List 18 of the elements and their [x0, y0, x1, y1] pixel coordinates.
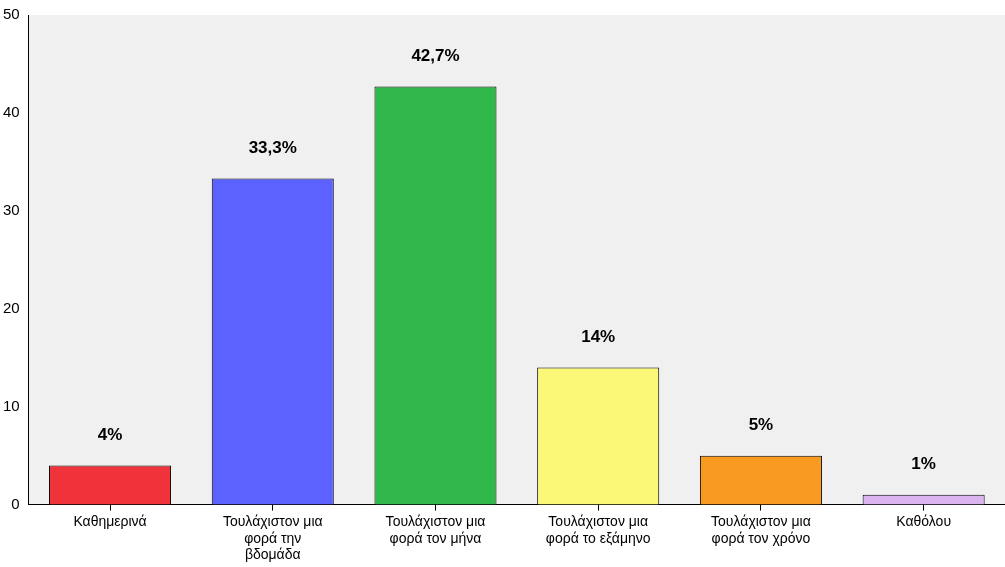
data-label: 5%: [748, 414, 774, 434]
y-tick-label: 0: [11, 494, 20, 512]
y-tick-label: 10: [3, 396, 20, 414]
x-tick-label: Τουλάχιστον μια φορά την βδομάδα: [222, 512, 323, 563]
y-tick-label: 30: [3, 200, 20, 218]
y-tick-label: 40: [3, 103, 20, 121]
data-label: 42,7%: [411, 45, 460, 65]
x-tick-label: Τουλάχιστον μια φορά τον μήνα: [385, 512, 486, 546]
data-label: 33,3%: [248, 137, 297, 157]
x-tick-label: Τουλάχιστον μια φορά το εξάμηνο: [545, 512, 651, 546]
y-tick-label: 20: [3, 298, 20, 316]
x-tick-label: Τουλάχιστον μια φορά τον χρόνο: [711, 512, 811, 546]
data-label: 1%: [911, 454, 936, 473]
x-tick-label: Καθόλου: [896, 512, 952, 529]
x-tick-label: Καθημερινά: [73, 512, 147, 529]
data-label: 14%: [581, 326, 616, 346]
data-label: 4%: [97, 424, 123, 444]
y-tick-label: 50: [3, 5, 20, 23]
